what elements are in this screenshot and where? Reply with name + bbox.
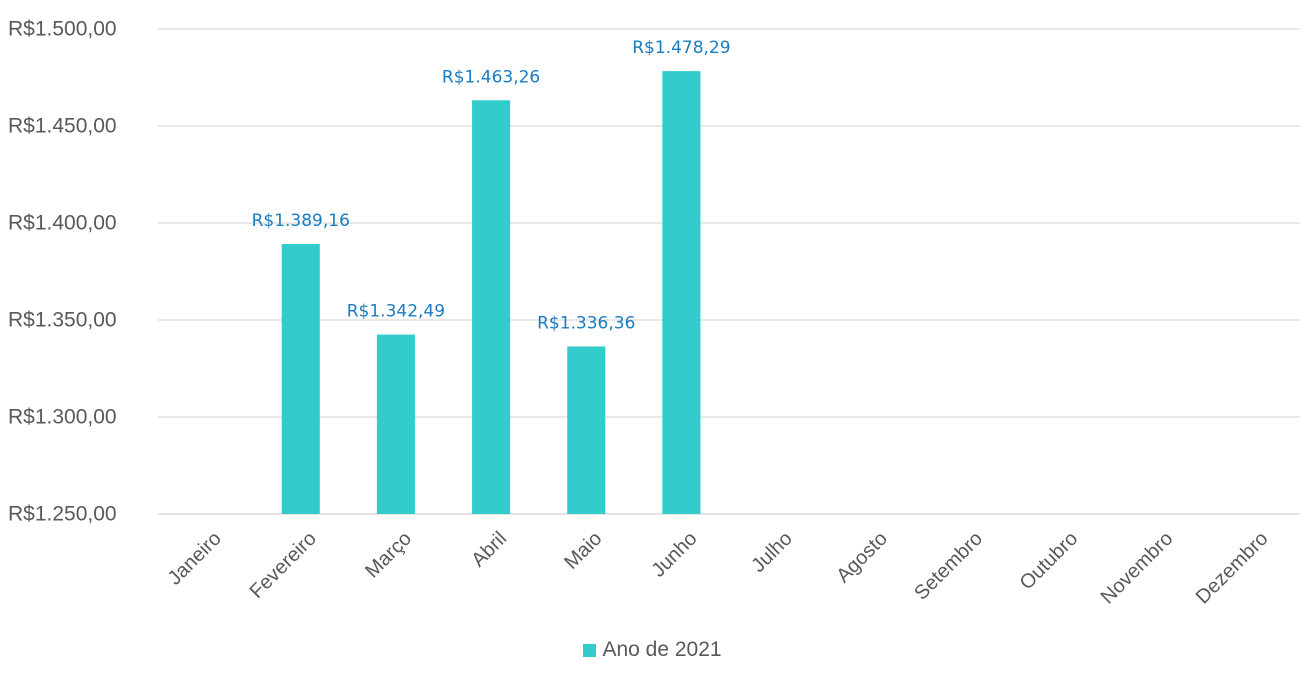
bar	[281, 244, 320, 514]
bar	[472, 100, 511, 514]
y-tick-label: R$1.300,00	[8, 406, 117, 429]
x-tick-label: Maio	[560, 528, 606, 574]
x-tick-label: Abril	[467, 528, 511, 572]
data-label: R$1.478,29	[632, 38, 730, 58]
gridlines	[158, 28, 1300, 515]
x-tick-label: Novembro	[1097, 528, 1178, 609]
x-tick-label: Dezembro	[1192, 528, 1273, 609]
y-tick-label: R$1.350,00	[8, 309, 117, 332]
data-label: R$1.336,36	[537, 313, 635, 333]
y-tick-label: R$1.500,00	[8, 18, 117, 41]
data-label: R$1.342,49	[347, 302, 445, 322]
x-axis-tick-labels: Janeiro Fevereiro Março Abril Maio Junho Julho…	[164, 528, 1273, 609]
bar	[662, 71, 701, 514]
legend: Ano de 2021	[0, 638, 1305, 662]
x-tick-label: Janeiro	[164, 528, 226, 590]
legend-label: Ano de 2021	[602, 638, 722, 661]
x-tick-label: Junho	[647, 528, 701, 582]
bar	[567, 346, 606, 514]
y-tick-label: R$1.450,00	[8, 115, 117, 138]
x-tick-label: Setembro	[910, 528, 987, 605]
y-tick-label: R$1.400,00	[8, 212, 117, 235]
legend-swatch	[583, 643, 597, 657]
bar	[376, 334, 415, 514]
x-tick-label: Agosto	[832, 528, 892, 588]
data-labels: R$1.389,16 R$1.342,49 R$1.463,26 R$1.336,36…	[252, 38, 731, 333]
data-label: R$1.463,26	[442, 67, 540, 87]
data-label: R$1.389,16	[252, 211, 350, 231]
x-tick-label: Fevereiro	[246, 528, 321, 603]
legend-item: Ano de 2021	[583, 638, 722, 662]
x-tick-label: Outubro	[1016, 528, 1083, 595]
x-tick-label: Março	[361, 528, 416, 583]
x-tick-label: Julho	[747, 528, 796, 577]
y-tick-label: R$1.250,00	[8, 503, 117, 526]
bars	[281, 71, 701, 514]
y-axis-tick-labels: R$1.250,00 R$1.300,00 R$1.350,00 R$1.400,00…	[8, 18, 117, 526]
